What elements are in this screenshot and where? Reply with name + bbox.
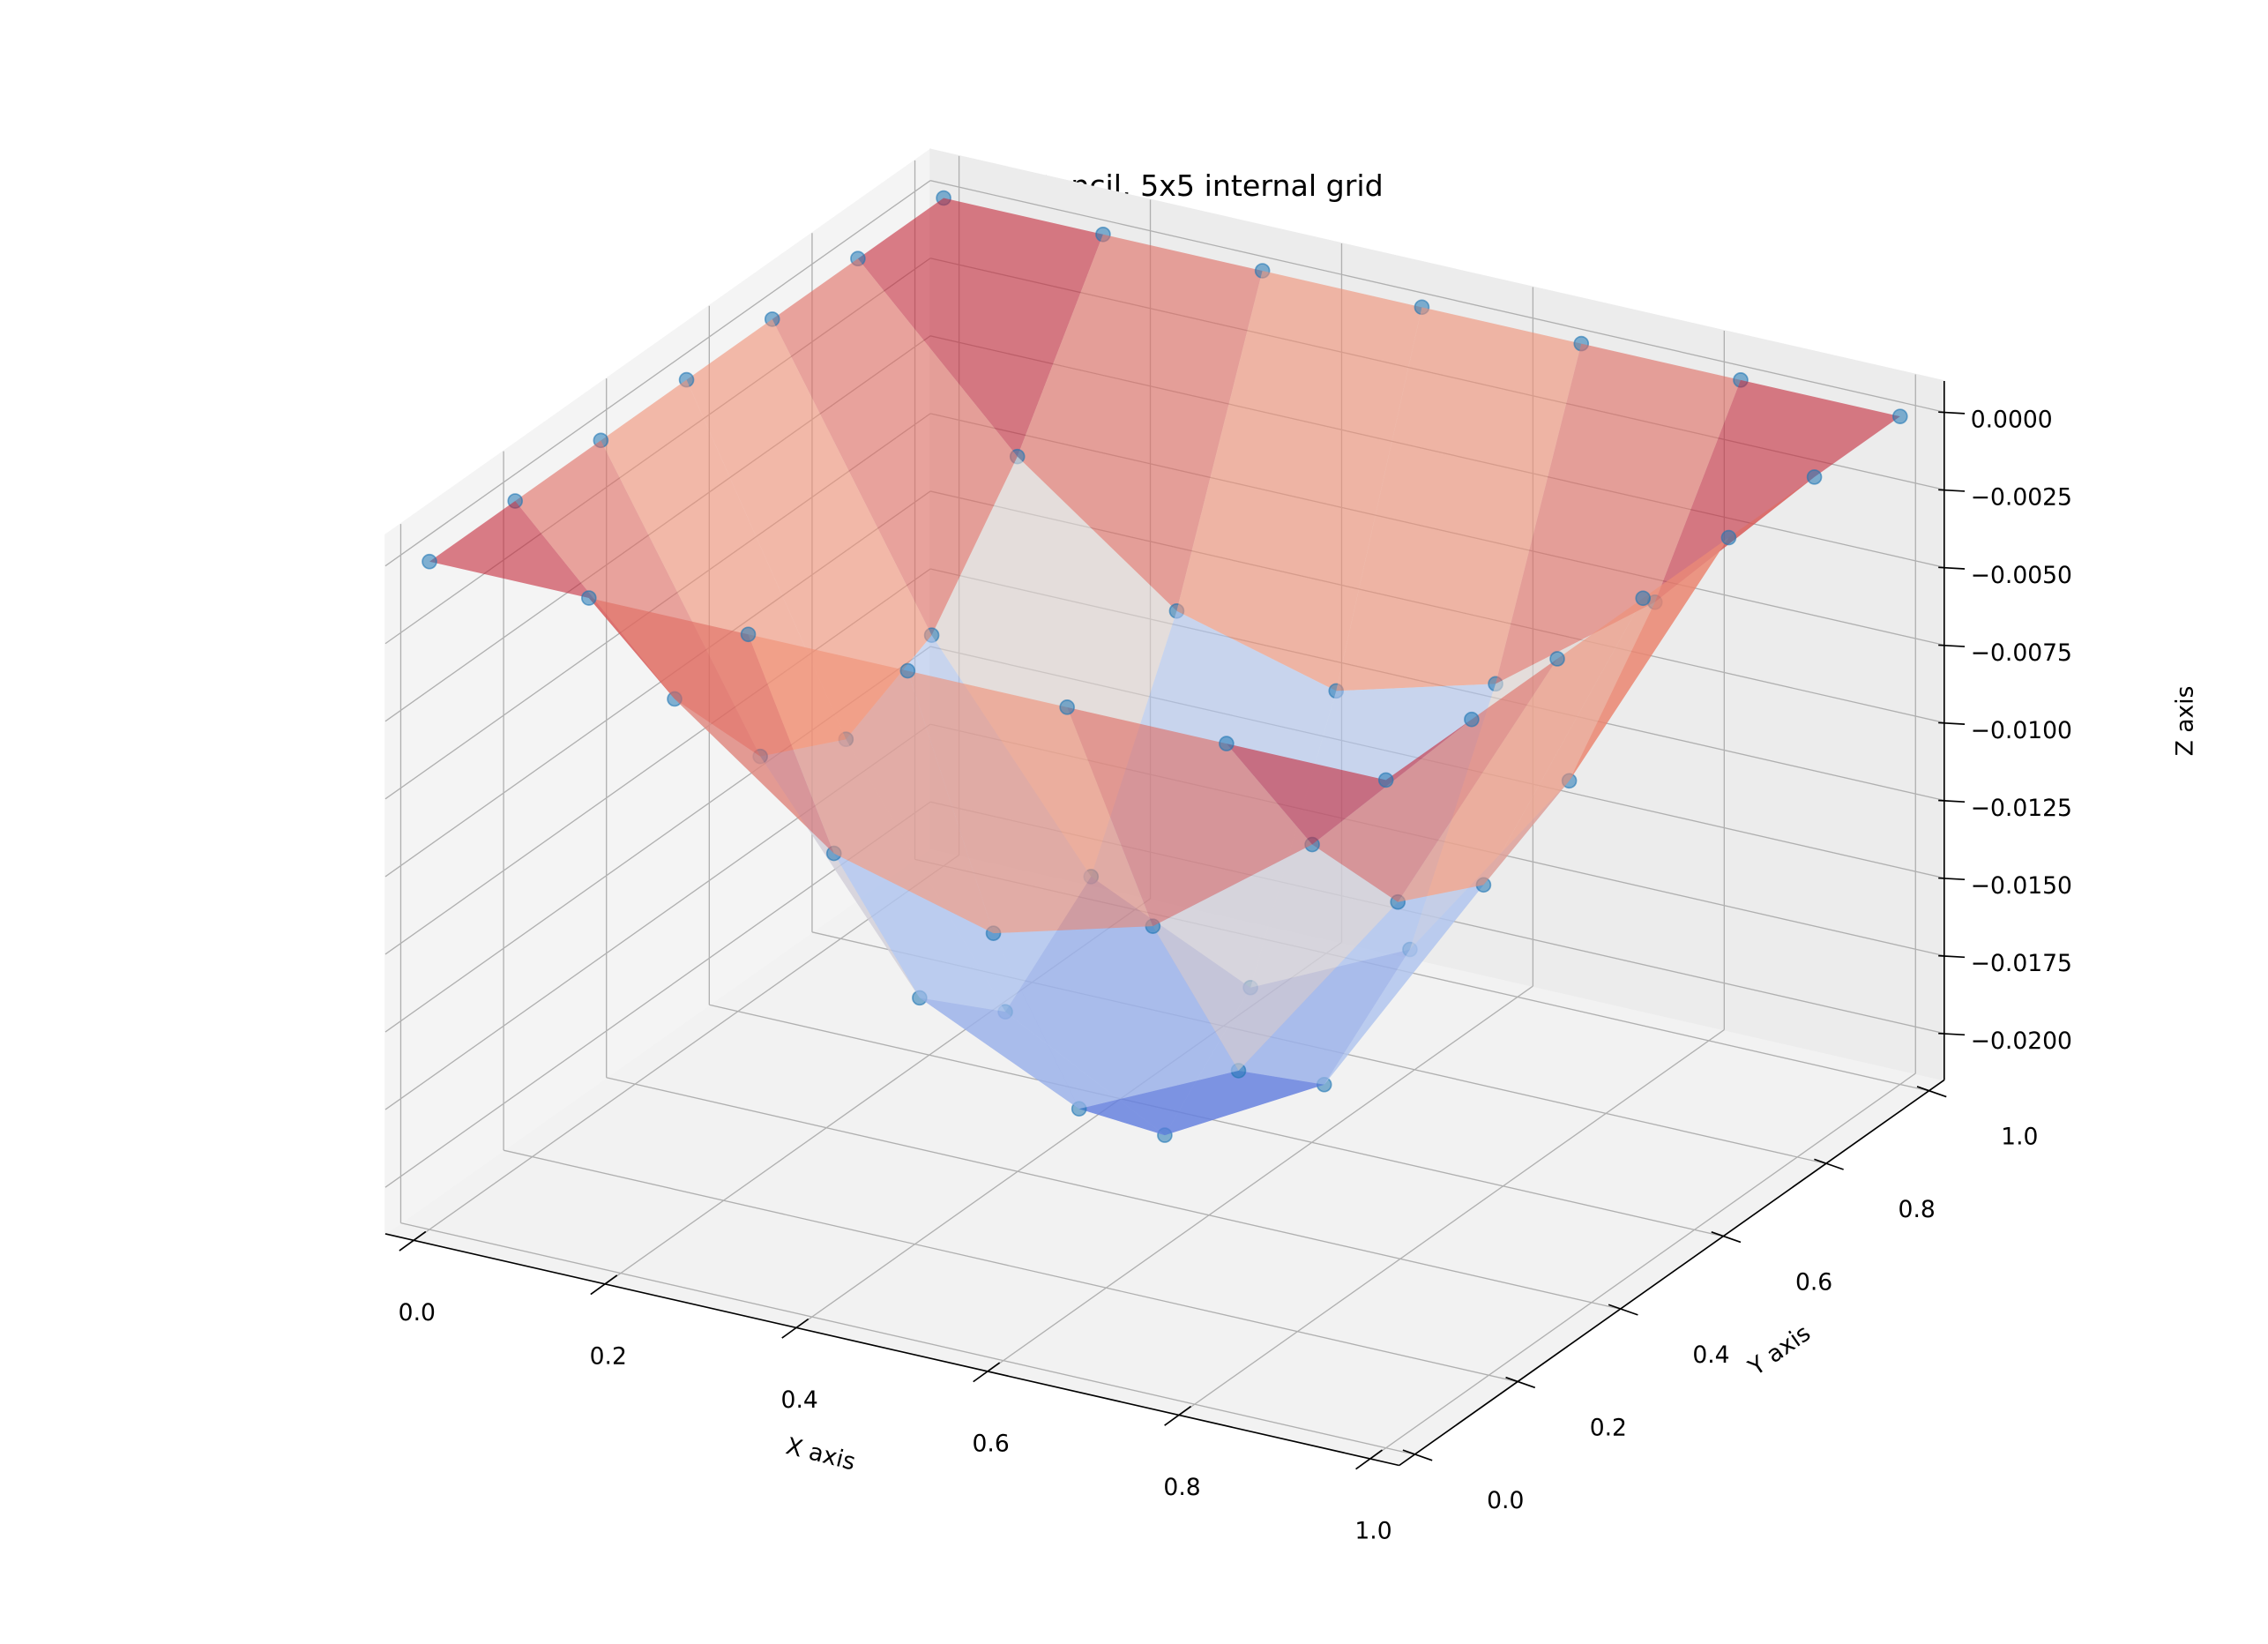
grid-line <box>400 1222 1415 1455</box>
surface-face <box>1078 1070 1324 1136</box>
z-tick-mark <box>1938 644 1966 647</box>
surface-face <box>833 853 1079 1110</box>
z-tick-mark <box>1938 721 1966 725</box>
y-tick-label: 0.8 <box>1899 1196 1936 1223</box>
surface-face <box>1483 537 1729 886</box>
y-axis-line <box>1399 1079 1945 1467</box>
x-tick-mark <box>1355 1449 1383 1470</box>
surface-face <box>1067 706 1313 927</box>
surface-face <box>993 926 1239 1110</box>
y-tick-mark <box>1402 1449 1433 1461</box>
grid-line <box>709 1004 1724 1237</box>
grid-line <box>1178 1029 1725 1416</box>
plot-area: 9 point stencil, 5x5 internal grid 0.00.… <box>383 147 2198 1545</box>
grid-line <box>929 180 1944 413</box>
surface-face <box>1176 271 1422 691</box>
surface-face <box>857 198 1103 457</box>
surface-face <box>1336 307 1582 691</box>
grid-line <box>503 1149 1518 1383</box>
grid-line <box>606 1077 1621 1310</box>
surface-face <box>748 634 994 934</box>
y-tick-mark <box>1608 1304 1638 1316</box>
surface-face <box>907 670 1153 934</box>
z-tick-mark <box>1938 489 1966 492</box>
x-tick-mark <box>973 1362 1001 1383</box>
z-tick-mark <box>1938 877 1966 881</box>
surface-face <box>686 318 932 740</box>
surface-face <box>1226 719 1472 845</box>
data-point <box>422 553 437 570</box>
x-tick-mark <box>590 1274 618 1296</box>
x-tick-label: 0.0 <box>399 1299 436 1326</box>
data-point <box>1464 711 1480 728</box>
y-tick-mark <box>1814 1158 1844 1170</box>
z-tick-label: −0.0150 <box>1971 872 2072 900</box>
z-tick-label: 0.0000 <box>1971 407 2053 434</box>
data-point <box>1635 590 1652 607</box>
y-tick-label: 0.2 <box>1590 1414 1627 1441</box>
y-axis-label: Y axis <box>1743 1319 1816 1382</box>
grid-line <box>1369 1072 1916 1460</box>
x-tick-label: 0.2 <box>590 1343 627 1371</box>
z-tick-label: −0.0025 <box>1971 484 2072 512</box>
y-tick-mark <box>1711 1231 1742 1244</box>
surface-face <box>588 598 834 854</box>
surface-face <box>429 501 675 699</box>
x-tick-label: 0.6 <box>973 1431 1010 1458</box>
surface-face <box>1238 885 1484 1085</box>
z-tick-label: −0.0200 <box>1971 1028 2072 1055</box>
z-tick-label: −0.0050 <box>1971 562 2072 589</box>
data-point <box>1219 736 1235 751</box>
z-tick-mark <box>1938 411 1966 415</box>
x-tick-mark <box>1164 1405 1192 1426</box>
data-point <box>1377 772 1394 788</box>
z-tick-label: −0.0175 <box>1971 950 2072 977</box>
x-tick-label: 0.8 <box>1163 1474 1200 1501</box>
y-tick-mark <box>1916 1086 1947 1098</box>
surface-face <box>1496 343 1741 684</box>
z-tick-mark <box>1938 566 1966 570</box>
z-tick-mark <box>1938 1032 1966 1036</box>
z-tick-label: −0.0125 <box>1971 795 2072 822</box>
data-point <box>740 626 757 643</box>
y-tick-label: 1.0 <box>2001 1124 2038 1151</box>
surface-face <box>1153 844 1399 1071</box>
z-tick-label: −0.0100 <box>1971 717 2072 744</box>
z-tick-mark <box>1938 954 1966 959</box>
grid-line <box>384 180 931 567</box>
data-point <box>1891 408 1908 424</box>
surface-face <box>772 258 1018 636</box>
surface-face <box>1017 234 1263 611</box>
x-tick-mark <box>781 1318 809 1339</box>
grid-line <box>987 985 1533 1372</box>
x-tick-label: 1.0 <box>1354 1518 1391 1545</box>
data-point <box>1720 529 1737 546</box>
surface-face <box>1398 598 1644 902</box>
data-point <box>899 662 916 679</box>
z-axis-label: Z axis <box>2171 686 2198 757</box>
data-point <box>581 590 597 606</box>
x-tick-label: 0.4 <box>781 1386 818 1414</box>
data-point <box>1549 651 1565 667</box>
y-tick-label: 0.0 <box>1487 1487 1524 1514</box>
y-tick-label: 0.4 <box>1692 1341 1729 1369</box>
x-tick-mark <box>399 1230 427 1252</box>
y-tick-label: 0.6 <box>1795 1268 1832 1296</box>
z-tick-mark <box>1938 799 1966 803</box>
y-tick-mark <box>1505 1376 1536 1389</box>
x-axis-label: X axis <box>783 1432 858 1476</box>
surface-face <box>1312 658 1558 902</box>
data-point <box>1806 469 1823 485</box>
x-axis-line <box>384 1233 1399 1467</box>
z-tick-label: −0.0075 <box>1971 639 2072 667</box>
data-point <box>1059 699 1075 715</box>
